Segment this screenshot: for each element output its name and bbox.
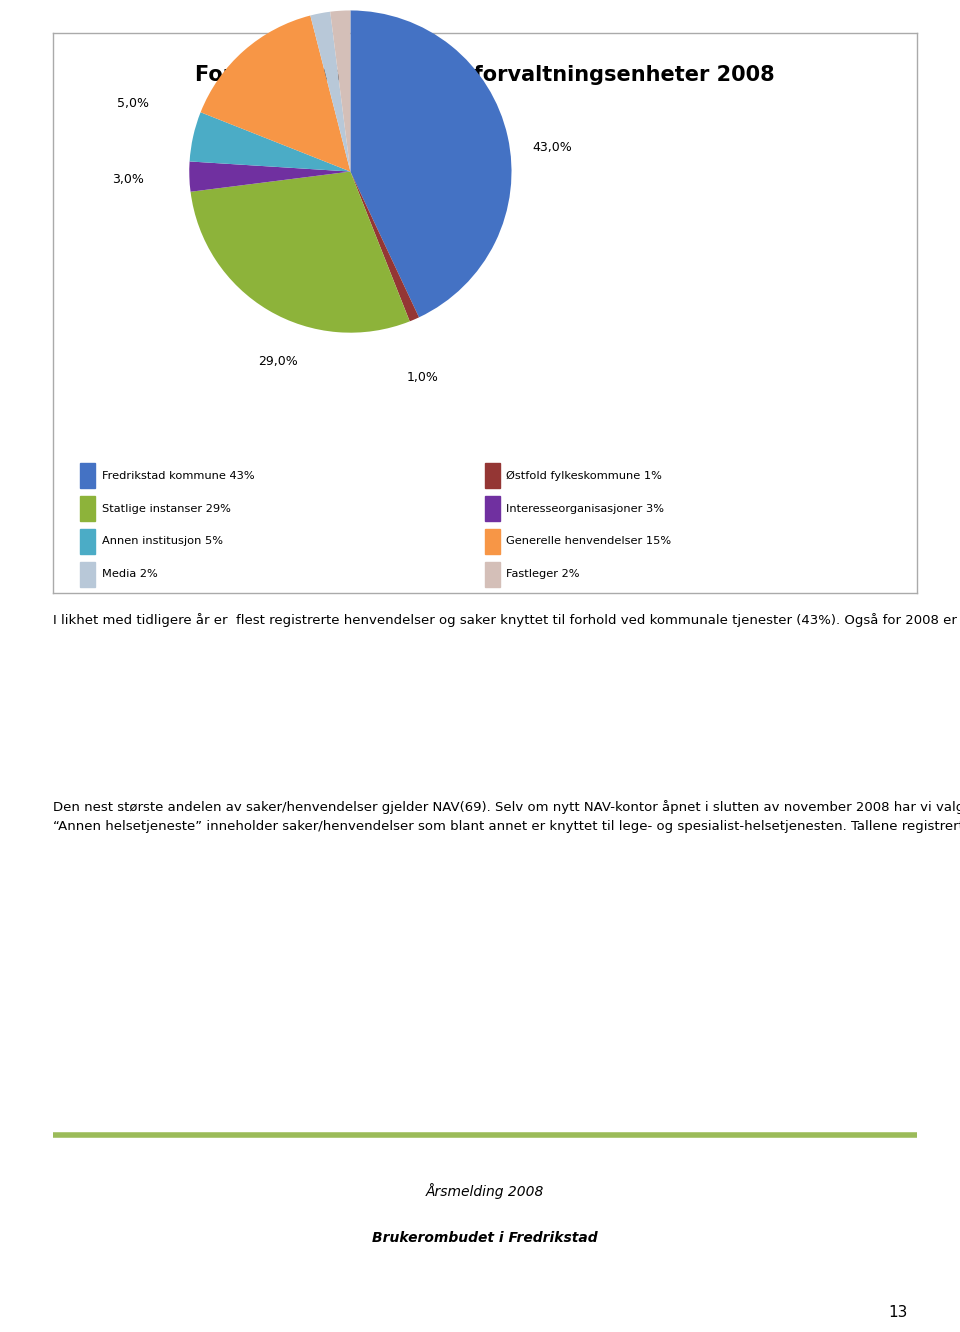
Bar: [485, 529, 499, 554]
Wedge shape: [190, 172, 410, 333]
Text: Annen institusjon 5%: Annen institusjon 5%: [102, 537, 223, 546]
Text: Media 2%: Media 2%: [102, 569, 157, 579]
Text: Fastleger 2%: Fastleger 2%: [506, 569, 580, 579]
Bar: [81, 529, 95, 554]
Text: 1,0%: 1,0%: [407, 372, 439, 385]
Text: Østfold fylkeskommune 1%: Østfold fylkeskommune 1%: [506, 470, 662, 481]
Text: 13: 13: [889, 1305, 908, 1320]
Text: I likhet med tidligere år er  flest registrerte henvendelser og saker knyttet ti: I likhet med tidligere år er flest regis…: [53, 613, 960, 626]
Bar: [485, 464, 499, 489]
Text: 29,0%: 29,0%: [258, 356, 298, 368]
Bar: [81, 562, 95, 587]
Wedge shape: [350, 11, 512, 317]
Text: Fredrikstad kommune 43%: Fredrikstad kommune 43%: [102, 470, 254, 481]
Bar: [81, 464, 95, 489]
Wedge shape: [310, 12, 350, 172]
Bar: [485, 562, 499, 587]
Wedge shape: [189, 161, 350, 192]
Text: Årsmelding 2008: Årsmelding 2008: [425, 1183, 544, 1199]
Text: Generelle henvendelser 15%: Generelle henvendelser 15%: [506, 537, 671, 546]
Wedge shape: [350, 172, 419, 321]
Text: 43,0%: 43,0%: [532, 141, 571, 155]
Bar: [485, 496, 499, 521]
Bar: [81, 496, 95, 521]
Text: 3,0%: 3,0%: [112, 173, 144, 186]
Text: Interesseorganisasjoner 3%: Interesseorganisasjoner 3%: [506, 503, 664, 514]
Wedge shape: [330, 11, 350, 172]
Wedge shape: [189, 112, 350, 172]
Text: Den nest største andelen av saker/henvendelser gjelder NAV(69). Selv om nytt NAV: Den nest største andelen av saker/henven…: [53, 801, 960, 832]
Text: Fordeling  på etater og forvaltningsenheter 2008: Fordeling på etater og forvaltningsenhet…: [195, 61, 775, 85]
Text: Statlige instanser 29%: Statlige instanser 29%: [102, 503, 230, 514]
Wedge shape: [201, 16, 350, 172]
Text: Brukerombudet i Fredrikstad: Brukerombudet i Fredrikstad: [372, 1231, 598, 1245]
Text: 5,0%: 5,0%: [117, 97, 149, 111]
